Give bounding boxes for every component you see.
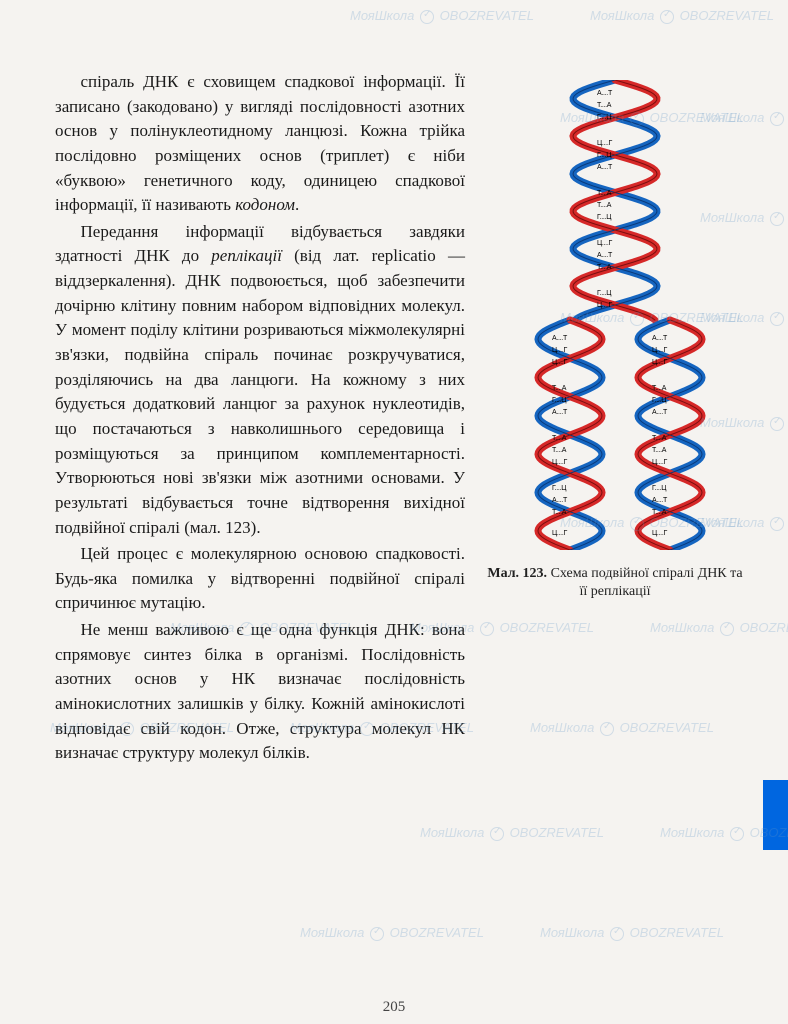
- base-pair: Ц....Г: [652, 359, 667, 366]
- base-pair: А....Т: [597, 90, 612, 97]
- base-pair: Ц....Г: [597, 240, 612, 247]
- base-pair: Ц....Г: [652, 530, 667, 537]
- figure-column: А....Т Т....А Г....Ц Ц....Г Г....Ц А....Т Т...…: [485, 70, 745, 768]
- base-pair: Ц....Г: [552, 459, 567, 466]
- base-pair: А....Т: [652, 335, 667, 342]
- content-row: спіраль ДНК є сховищем спадкової ін­форм…: [55, 70, 748, 768]
- base-pair: Т....А: [552, 447, 566, 454]
- base-pair: Г....Ц: [652, 397, 666, 404]
- p1-text-c: .: [295, 195, 299, 214]
- caption-bold: Мал. 123.: [487, 566, 547, 581]
- base-pair: Г....Ц: [597, 290, 611, 297]
- base-pair: Г....Ц: [552, 485, 566, 492]
- base-pair: Ц....Г: [552, 359, 567, 366]
- p1-text-a: спіраль ДНК є сховищем спадкової ін­форм…: [55, 72, 465, 214]
- dna-svg: [495, 80, 735, 550]
- base-pair: Т....А: [597, 190, 611, 197]
- base-pair: А....Т: [597, 164, 612, 171]
- base-pair: Ц....Г: [552, 347, 567, 354]
- base-pair: А....Т: [652, 497, 667, 504]
- base-pair: Ц....Г: [597, 140, 612, 147]
- paragraph-1: спіраль ДНК є сховищем спадкової ін­форм…: [55, 70, 465, 218]
- paragraph-2: Передання інформації відбуваєть­ся завдя…: [55, 220, 465, 540]
- base-pair: Т....А: [552, 435, 566, 442]
- base-pair: Т....А: [652, 385, 666, 392]
- p2-text-c: (від лат. replicatio — віддзеркалення). …: [55, 246, 465, 536]
- base-pair: Г....Ц: [597, 214, 611, 221]
- base-pair: Г....Ц: [552, 397, 566, 404]
- base-pair: Т....А: [597, 102, 611, 109]
- dna-helix-diagram: А....Т Т....А Г....Ц Ц....Г Г....Ц А....Т Т...…: [495, 80, 735, 550]
- base-pair: Ц....Г: [652, 459, 667, 466]
- page-number: 205: [383, 999, 406, 1016]
- base-pair: Ц....Г: [652, 347, 667, 354]
- base-pair: Т....А: [652, 509, 666, 516]
- base-pair: Г....Ц: [597, 152, 611, 159]
- paragraph-3: Цей процес є молекулярною основою спадко…: [55, 542, 465, 616]
- base-pair: А....Т: [552, 335, 567, 342]
- base-pair: Г....Ц: [597, 114, 611, 121]
- base-pair: А....Т: [652, 409, 667, 416]
- section-tab: [763, 780, 788, 850]
- base-pair: Т....А: [552, 385, 566, 392]
- base-pair: Т....А: [652, 435, 666, 442]
- p2-italic: реплікації: [211, 246, 282, 265]
- base-pair: Г....Ц: [652, 485, 666, 492]
- base-pair: Т....А: [552, 509, 566, 516]
- base-pair: Т....А: [597, 264, 611, 271]
- base-pair: Ц....Г: [552, 530, 567, 537]
- caption-text: Схема подвійної спіралі ДНК та її реплік…: [547, 566, 743, 599]
- base-pair: А....Т: [552, 409, 567, 416]
- base-pair: Т....А: [597, 202, 611, 209]
- base-pair: А....Т: [552, 497, 567, 504]
- base-pair: А....Т: [597, 252, 612, 259]
- body-text-column: спіраль ДНК є сховищем спадкової ін­форм…: [55, 70, 465, 768]
- paragraph-4: Не менш важливою є ще одна функція ДНК: …: [55, 618, 465, 766]
- base-pair: Ц....Г: [597, 302, 612, 309]
- figure-caption: Мал. 123. Схема подвійної спіралі ДНК та…: [485, 565, 745, 601]
- textbook-page: спіраль ДНК є сховищем спадкової ін­форм…: [0, 0, 788, 1024]
- p1-italic: кодоном: [235, 195, 295, 214]
- base-pair: Т....А: [652, 447, 666, 454]
